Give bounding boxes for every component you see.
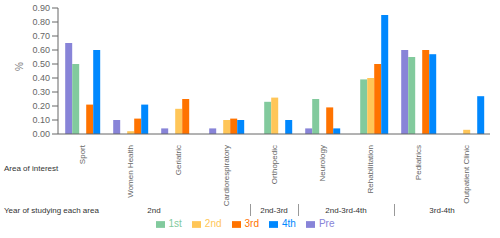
svg-text:0.00: 0.00: [32, 129, 50, 139]
svg-text:%: %: [14, 62, 25, 71]
html-text:2nd-3rd: 2nd-3rd: [260, 205, 288, 215]
svg-text:Orthopedic: Orthopedic: [270, 145, 279, 184]
html-text:4th: 4th: [282, 218, 296, 229]
svg-text:Cardiorespiratory: Cardiorespiratory: [222, 145, 231, 206]
svg-text:0.80: 0.80: [32, 17, 50, 27]
html-text:2nd: 2nd: [147, 205, 161, 215]
svg-text:0.40: 0.40: [32, 73, 50, 83]
html-text:1st: 1st: [168, 218, 182, 229]
svg-text:0.50: 0.50: [32, 59, 50, 69]
svg-text:Women Health: Women Health: [126, 145, 135, 198]
html-text:Year of studying each area: Year of studying each area: [4, 205, 99, 215]
html-text:Pre: Pre: [318, 218, 335, 229]
svg-text:0.10: 0.10: [32, 115, 50, 125]
svg-text:Geriatric: Geriatric: [174, 145, 183, 175]
svg-text:Outpatient Clinic: Outpatient Clinic: [462, 145, 471, 204]
svg-text:Pediatrics: Pediatrics: [414, 145, 423, 180]
svg-text:0.20: 0.20: [32, 101, 50, 111]
html-text:3rd: 3rd: [244, 218, 259, 229]
html-text:3rd-4th: 3rd-4th: [429, 205, 455, 215]
svg-text:Sport: Sport: [78, 144, 87, 164]
svg-text:Rehabilitation: Rehabilitation: [366, 145, 375, 193]
html-text:Area of interest: Area of interest: [4, 163, 59, 173]
svg-text:Neurology: Neurology: [318, 145, 327, 181]
svg-text:0.70: 0.70: [32, 31, 50, 41]
html-text:2nd: 2nd: [204, 218, 222, 229]
html-text:2nd-3rd-4th: 2nd-3rd-4th: [325, 205, 367, 215]
svg-text:0.90: 0.90: [32, 3, 50, 13]
svg-text:0.60: 0.60: [32, 45, 50, 55]
svg-text:0.30: 0.30: [32, 87, 50, 97]
